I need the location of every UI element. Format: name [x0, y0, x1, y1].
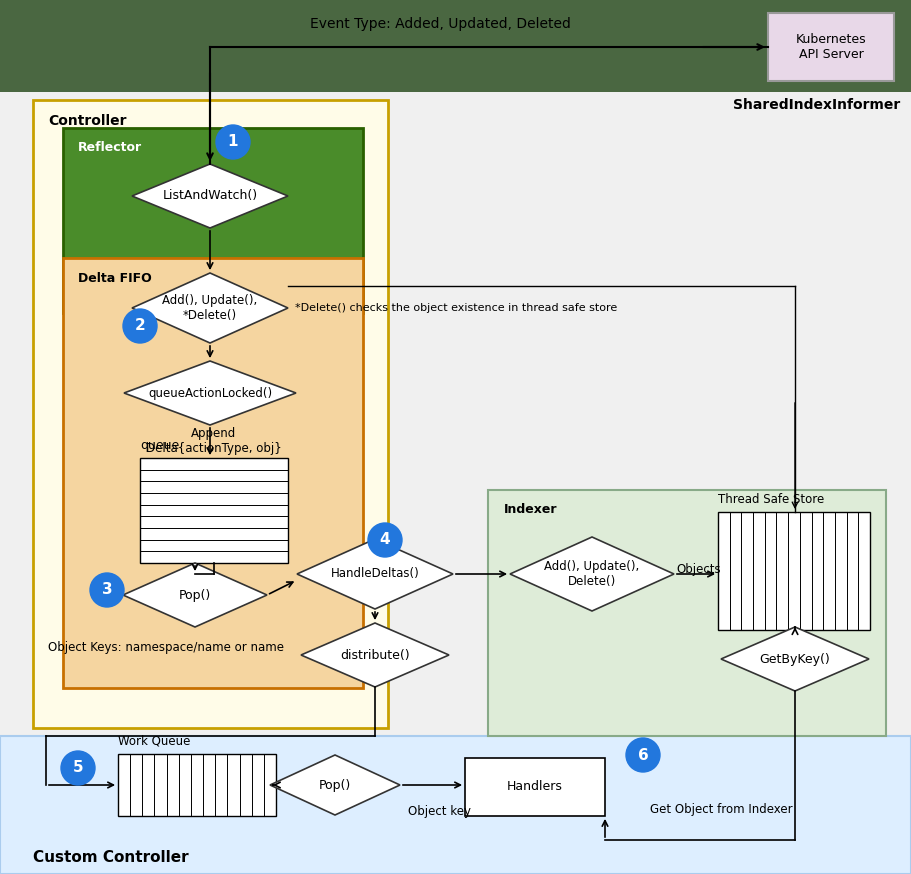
Text: 6: 6	[638, 747, 649, 762]
Text: Event Type: Added, Updated, Deleted: Event Type: Added, Updated, Deleted	[310, 17, 571, 31]
Polygon shape	[270, 755, 400, 815]
Circle shape	[123, 309, 157, 343]
Circle shape	[216, 125, 250, 159]
FancyBboxPatch shape	[465, 758, 605, 816]
FancyBboxPatch shape	[0, 736, 911, 874]
FancyBboxPatch shape	[140, 458, 288, 563]
FancyBboxPatch shape	[0, 92, 911, 736]
Circle shape	[626, 738, 660, 772]
Circle shape	[61, 751, 95, 785]
Text: Objects: Objects	[676, 564, 721, 577]
Text: HandleDeltas(): HandleDeltas()	[331, 567, 419, 580]
FancyBboxPatch shape	[0, 0, 911, 92]
Circle shape	[90, 573, 124, 607]
Text: Delta FIFO: Delta FIFO	[78, 272, 152, 285]
Text: *Delete() checks the object existence in thread safe store: *Delete() checks the object existence in…	[295, 303, 618, 313]
Text: Handlers: Handlers	[507, 780, 563, 794]
Text: Add(), Update(),
Delete(): Add(), Update(), Delete()	[545, 560, 640, 588]
Polygon shape	[132, 273, 288, 343]
Text: 1: 1	[228, 135, 239, 149]
Text: Thread Safe Store: Thread Safe Store	[718, 493, 824, 506]
FancyBboxPatch shape	[118, 754, 276, 816]
Text: distribute(): distribute()	[340, 649, 410, 662]
Polygon shape	[301, 623, 449, 687]
Text: Indexer: Indexer	[504, 503, 558, 516]
Text: Add(), Update(),
*Delete(): Add(), Update(), *Delete()	[162, 294, 258, 322]
Text: Work Queue: Work Queue	[118, 735, 190, 748]
FancyBboxPatch shape	[488, 490, 886, 736]
Text: Object key: Object key	[408, 806, 471, 818]
Text: Object Keys: namespace/name or name: Object Keys: namespace/name or name	[48, 642, 284, 655]
Text: queueActionLocked(): queueActionLocked()	[148, 386, 272, 399]
Polygon shape	[132, 164, 288, 228]
Text: 5: 5	[73, 760, 83, 775]
Polygon shape	[123, 563, 267, 627]
FancyBboxPatch shape	[63, 258, 363, 688]
Text: GetByKey(): GetByKey()	[760, 653, 830, 665]
Text: SharedIndexInformer: SharedIndexInformer	[732, 98, 900, 112]
Text: Get Object from Indexer: Get Object from Indexer	[650, 803, 793, 816]
Polygon shape	[124, 361, 296, 425]
Text: Append
Delta{actionType, obj}: Append Delta{actionType, obj}	[146, 427, 281, 455]
Circle shape	[368, 523, 402, 557]
Text: 3: 3	[102, 582, 112, 598]
Text: Reflector: Reflector	[78, 141, 142, 154]
Text: Pop(): Pop()	[179, 588, 211, 601]
Text: Kubernetes
API Server: Kubernetes API Server	[795, 33, 866, 61]
Text: Pop(): Pop()	[319, 779, 351, 792]
Polygon shape	[297, 539, 453, 609]
FancyBboxPatch shape	[718, 512, 870, 630]
FancyBboxPatch shape	[63, 128, 363, 313]
Text: ListAndWatch(): ListAndWatch()	[162, 190, 258, 203]
FancyBboxPatch shape	[768, 13, 894, 81]
Text: queue: queue	[140, 439, 179, 452]
Text: Controller: Controller	[48, 114, 127, 128]
Text: 2: 2	[135, 318, 146, 334]
Text: Custom Controller: Custom Controller	[33, 850, 189, 865]
Polygon shape	[510, 537, 674, 611]
Text: 4: 4	[380, 532, 390, 547]
FancyBboxPatch shape	[33, 100, 388, 728]
Polygon shape	[721, 627, 869, 691]
